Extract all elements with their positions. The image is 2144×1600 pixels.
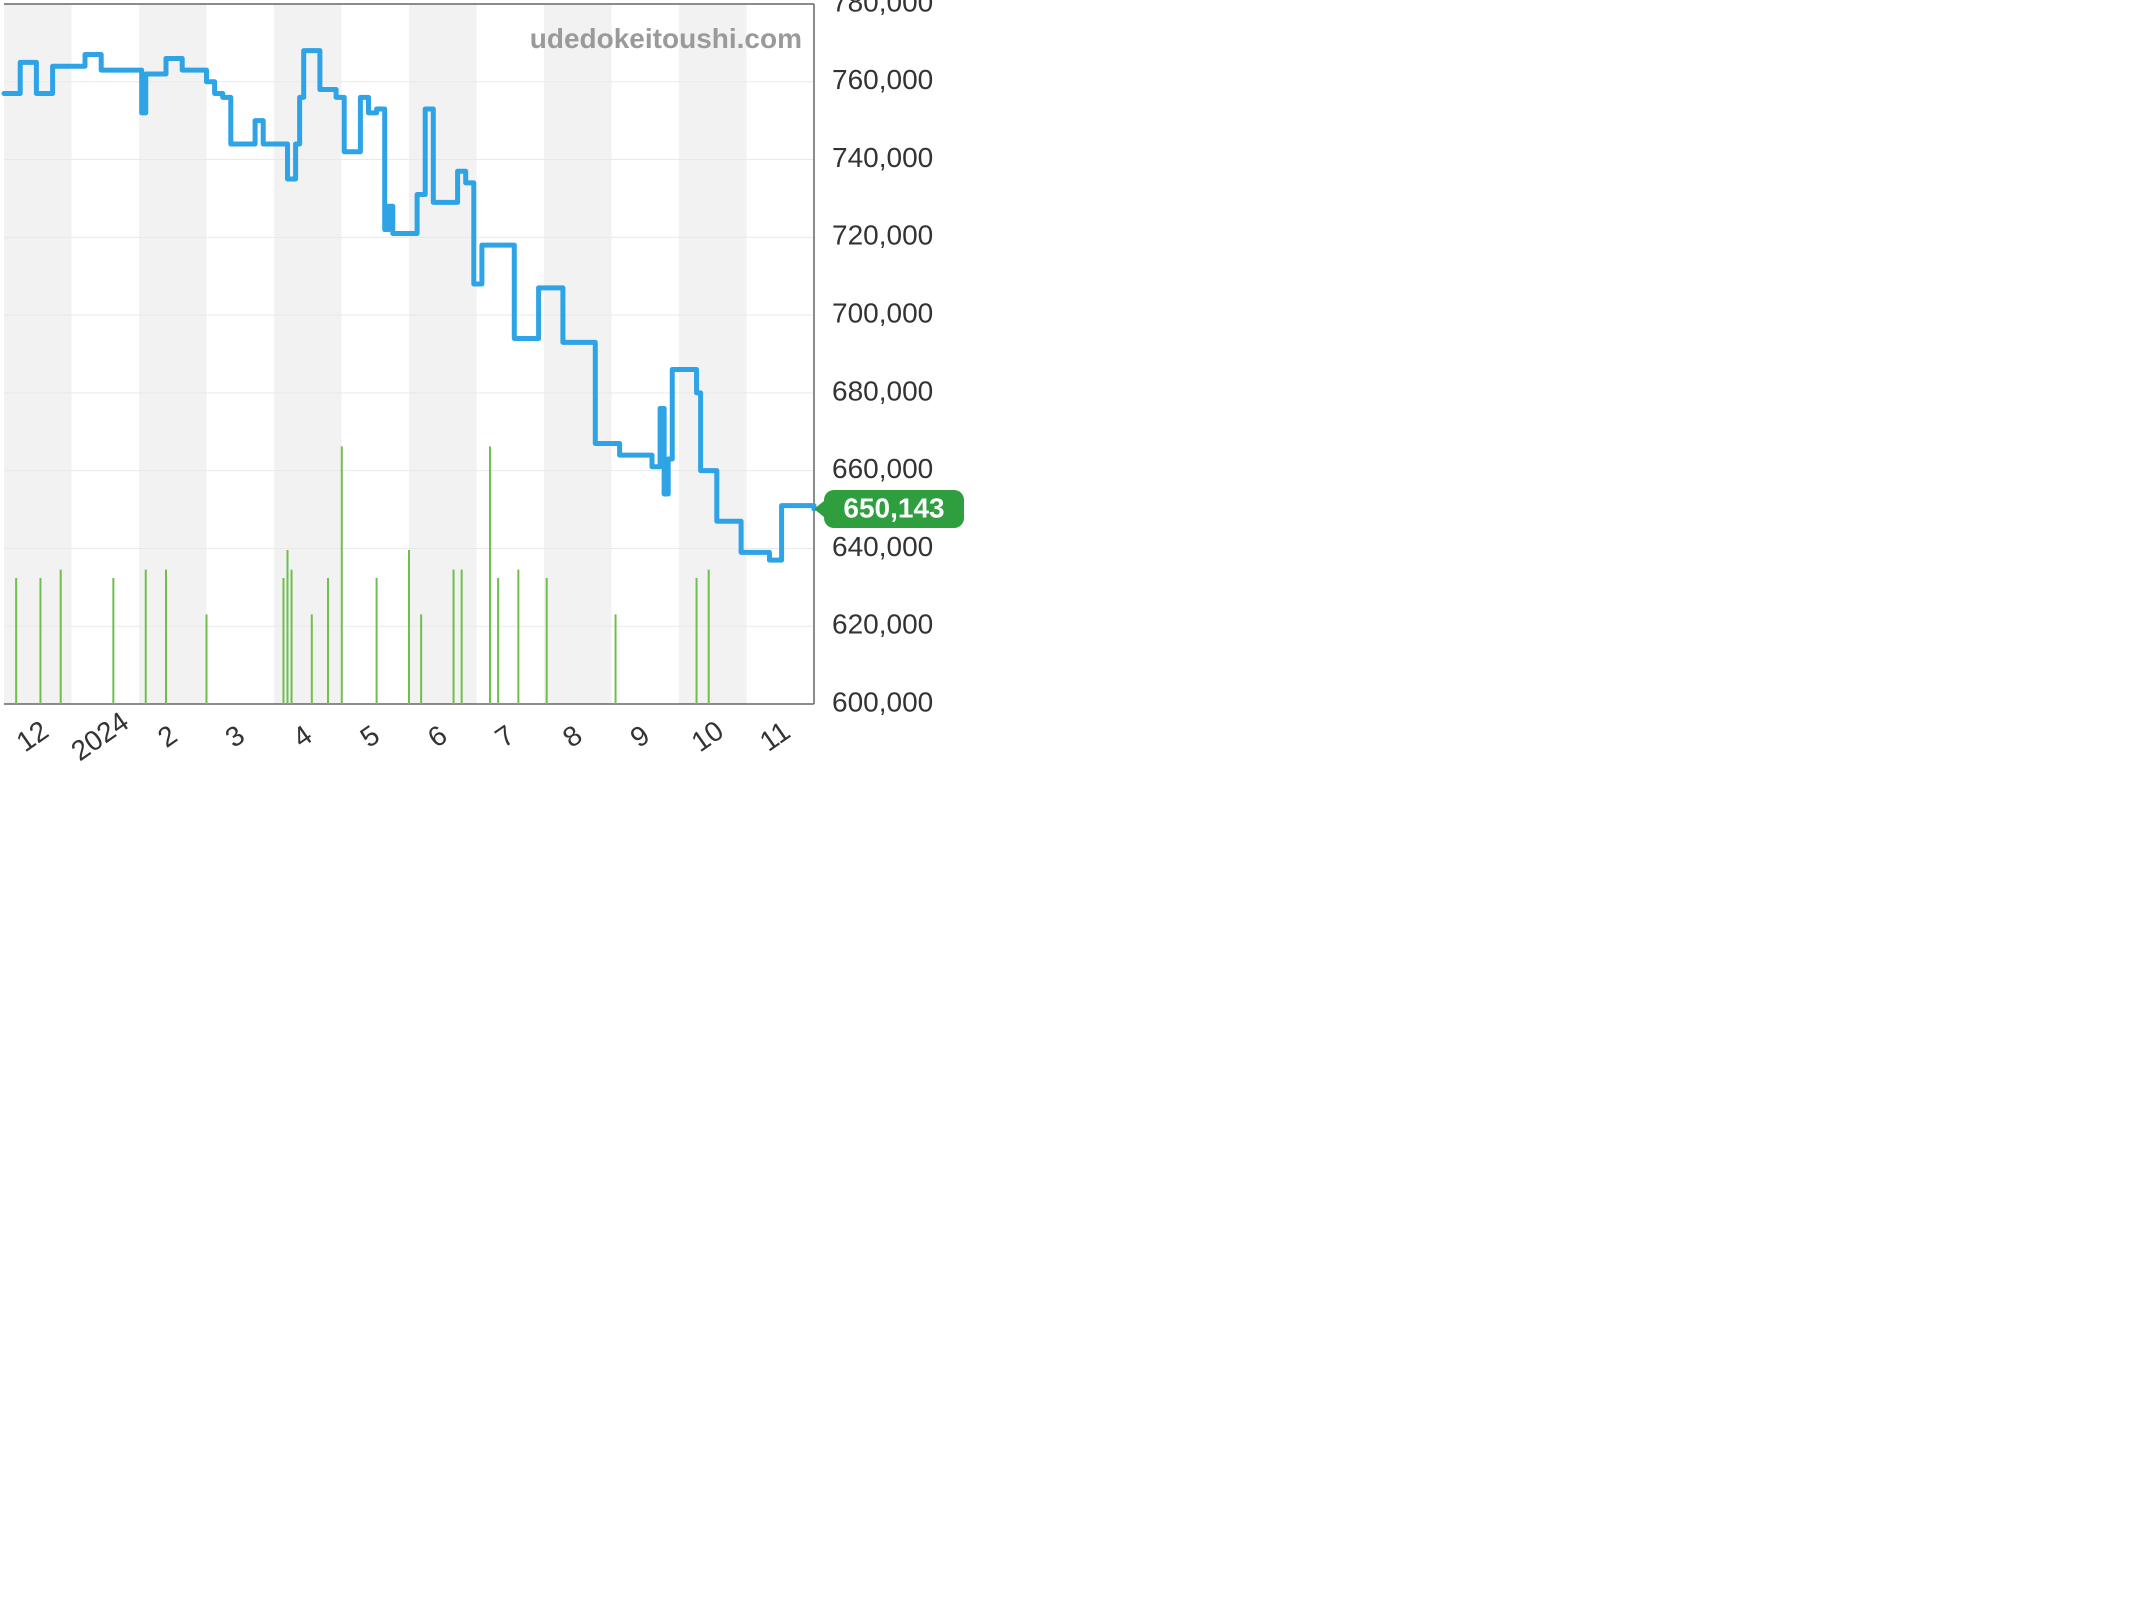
current-value-badge: 650,143 (814, 490, 964, 528)
watermark: udedokeitoushi.com (530, 23, 802, 54)
y-tick-label: 720,000 (832, 220, 933, 251)
y-tick-label: 780,000 (832, 0, 933, 17)
y-tick-label: 680,000 (832, 375, 933, 406)
price-chart: 600,000 620,000 640,000 660,000 680,000 700,0… (0, 0, 1072, 800)
y-tick-label: 760,000 (832, 64, 933, 95)
y-tick-label: 700,000 (832, 298, 933, 329)
chart-svg: 600,000 620,000 640,000 660,000 680,000 700,0… (0, 0, 1072, 800)
y-tick-label: 660,000 (832, 453, 933, 484)
y-tick-label: 640,000 (832, 531, 933, 562)
y-tick-label: 740,000 (832, 142, 933, 173)
y-tick-label: 600,000 (832, 686, 933, 717)
current-value-label: 650,143 (843, 492, 944, 523)
y-tick-label: 620,000 (832, 609, 933, 640)
